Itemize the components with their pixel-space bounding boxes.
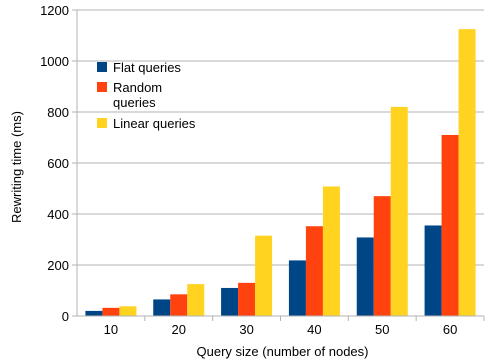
legend: Flat queries Random queries Linear queries	[97, 60, 196, 131]
y-tick-labels: 0 200 400 600 800 1000 1200	[40, 3, 69, 324]
y-tick-label: 1000	[40, 54, 69, 69]
y-axis-title: Rewriting time (ms)	[9, 111, 24, 223]
x-axis-title: Query size (number of nodes)	[197, 344, 369, 359]
legend-swatch	[97, 62, 107, 72]
x-tick-label: 30	[239, 322, 253, 337]
bar-flat-queries-40	[288, 260, 306, 316]
bar-random-queries-60	[441, 134, 459, 316]
y-tick-label: 1200	[40, 3, 69, 18]
bar-flat-queries-30	[221, 287, 239, 316]
bar-linear-queries-60	[458, 29, 476, 316]
x-tick-labels: 10 20 30 40 50 60	[104, 322, 458, 337]
bar-linear-queries-50	[390, 106, 408, 317]
bar-flat-queries-10	[85, 310, 103, 316]
axes	[76, 10, 484, 317]
bar-linear-queries-40	[322, 186, 340, 316]
x-tick-label: 60	[443, 322, 457, 337]
gridlines	[72, 9, 485, 321]
x-tick-label: 10	[104, 322, 118, 337]
bar-random-queries-20	[170, 294, 188, 316]
y-tick-label: 200	[47, 258, 69, 273]
y-tick-label: 600	[47, 156, 69, 171]
y-tick-label: 0	[62, 309, 69, 324]
bar-linear-queries-10	[119, 306, 137, 316]
bar-random-queries-10	[102, 307, 120, 316]
legend-label: Linear queries	[113, 116, 196, 131]
bar-linear-queries-30	[255, 235, 273, 316]
legend-label: Random queries	[113, 80, 162, 110]
y-tick-label: 400	[47, 207, 69, 222]
y-tick-label: 800	[47, 105, 69, 120]
legend-label: Flat queries	[113, 60, 181, 75]
legend-swatch	[97, 82, 107, 92]
bar-flat-queries-60	[424, 225, 442, 316]
bar-linear-queries-20	[187, 284, 205, 316]
bar-random-queries-50	[373, 196, 391, 316]
x-tick-label: 50	[375, 322, 389, 337]
bar-random-queries-40	[305, 226, 323, 316]
bars	[85, 29, 476, 317]
bar-flat-queries-20	[153, 299, 171, 316]
x-tick-label: 20	[172, 322, 186, 337]
bar-random-queries-30	[238, 282, 256, 316]
bar-flat-queries-50	[356, 237, 374, 316]
legend-swatch	[97, 118, 107, 128]
x-tick-label: 40	[307, 322, 321, 337]
